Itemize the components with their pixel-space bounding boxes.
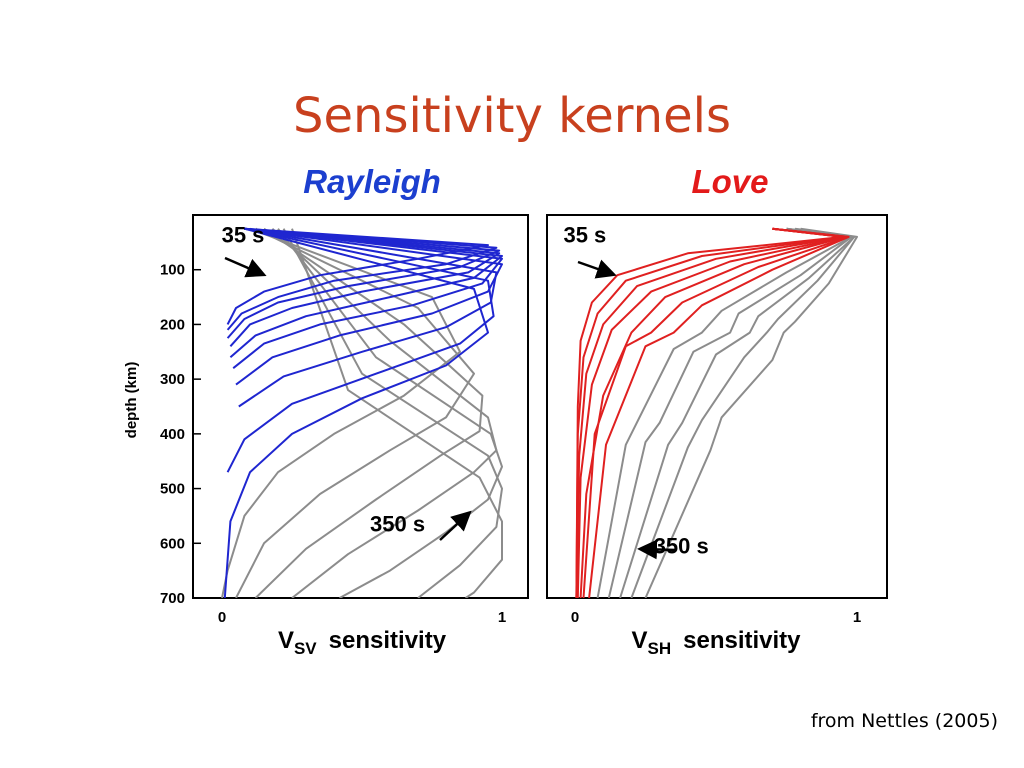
rayleigh-kernel-line-5 (232, 227, 503, 369)
rayleigh-title: Rayleigh (303, 163, 441, 200)
credit-text: from Nettles (2005) (810, 710, 998, 732)
rayleigh-kernel-line-13 (271, 227, 498, 598)
rayleigh-x-axis-label: VSV sensitivity (278, 627, 447, 658)
love-annotation-1: 350 s (654, 533, 709, 558)
ytick-700: 700 (160, 590, 185, 607)
love-panel: Love 0 1 VSH sensitivity 35 s 350 s (546, 163, 888, 658)
ytick-600: 600 (160, 535, 185, 552)
love-35s-arrow (577, 259, 617, 279)
rayleigh-kernel-line-4 (229, 227, 503, 359)
love-kernel-line-4 (579, 227, 847, 598)
love-kernel-line-8 (607, 227, 853, 598)
rayleigh-kernel-line-16 (291, 228, 503, 598)
rayleigh-plot-frame (192, 214, 529, 599)
rayleigh-35s-arrow (224, 256, 267, 278)
rayleigh-series-group (221, 227, 503, 598)
love-kernel-line-7 (596, 227, 853, 598)
rayleigh-kernel-line-2 (226, 227, 501, 339)
rayleigh-kernel-line-14 (277, 228, 503, 598)
rayleigh-xtick-0: 0 (218, 609, 226, 626)
love-kernel-line-10 (630, 227, 856, 598)
slide-title: Sensitivity kernels (293, 88, 731, 144)
ytick-300: 300 (160, 371, 185, 388)
love-350s-arrow (637, 539, 677, 560)
ytick-500: 500 (160, 481, 185, 498)
love-kernel-line-2 (575, 227, 844, 598)
y-axis-label: depth (km) (123, 362, 140, 439)
love-x-axis-label: VSH sensitivity (631, 627, 801, 658)
rayleigh-kernel-line-11 (235, 227, 475, 598)
ytick-200: 200 (160, 316, 185, 333)
love-kernel-line-9 (619, 227, 856, 598)
rayleigh-panel: Rayleigh 0 1 VSV sensitivity 100 200 300 400 500… (123, 163, 529, 658)
rayleigh-kernel-line-7 (238, 227, 498, 408)
rayleigh-annotation-0: 35 s (222, 222, 265, 247)
rayleigh-kernel-line-8 (226, 227, 495, 473)
rayleigh-xtick-1: 1 (498, 609, 506, 626)
rayleigh-kernel-line-6 (235, 227, 503, 386)
rayleigh-kernel-line-9 (223, 227, 489, 598)
love-kernel-line-5 (582, 227, 850, 598)
love-xtick-0: 0 (571, 609, 579, 626)
rayleigh-kernel-line-15 (282, 228, 503, 598)
rayleigh-350s-arrow (439, 510, 472, 541)
rayleigh-annotation-1: 350 s (370, 511, 425, 536)
ytick-100: 100 (160, 262, 185, 279)
rayleigh-kernel-line-1 (226, 227, 498, 331)
love-xtick-1: 1 (853, 609, 861, 626)
rayleigh-kernel-line-0 (226, 227, 489, 325)
rayleigh-kernel-line-10 (221, 227, 461, 598)
love-series-group (575, 227, 858, 598)
love-annotation-0: 35 s (563, 222, 606, 247)
love-kernel-line-11 (644, 227, 858, 598)
love-kernel-line-6 (588, 227, 850, 598)
ytick-400: 400 (160, 426, 185, 443)
love-title: Love (691, 163, 768, 200)
rayleigh-kernel-line-3 (229, 227, 501, 347)
love-kernel-line-3 (576, 227, 847, 598)
